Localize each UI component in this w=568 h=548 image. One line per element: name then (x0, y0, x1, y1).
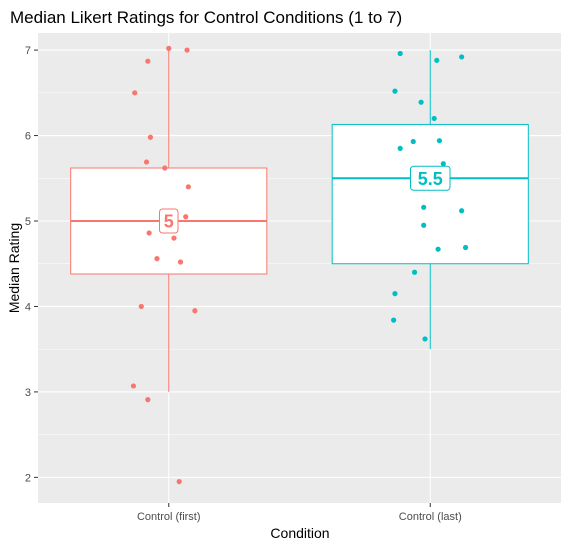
data-point (154, 256, 160, 262)
y-tick-label: 3 (25, 387, 31, 399)
data-point (132, 90, 138, 96)
jitter-points (130, 45, 469, 485)
data-point (162, 165, 168, 171)
data-point (391, 317, 397, 323)
data-point (436, 138, 443, 144)
data-point (192, 308, 198, 314)
data-point (435, 246, 441, 252)
median-label-text: 5.5 (418, 169, 443, 189)
y-tick-label: 2 (25, 472, 31, 484)
x-tick-label: Control (first) (137, 511, 201, 523)
median-label: 5 (159, 208, 179, 234)
y-axis-title: Median Rating (6, 223, 22, 313)
data-point (171, 235, 177, 241)
data-point (421, 222, 427, 228)
data-point (418, 99, 424, 105)
y-tick-label: 5 (25, 216, 31, 228)
data-point (184, 47, 190, 53)
data-point (462, 244, 469, 251)
data-point (147, 134, 154, 140)
data-point (166, 45, 172, 51)
data-point (459, 208, 465, 214)
data-point (434, 57, 440, 63)
data-point (143, 159, 150, 165)
x-tick-label: Control (last) (399, 511, 462, 523)
data-point (145, 397, 151, 403)
median-label-box (410, 165, 451, 191)
data-point (183, 214, 189, 220)
y-tick-label: 6 (25, 131, 31, 143)
axes: 2 3 4 5 6 7 Control (first) Control (last) (25, 45, 462, 523)
chart-title: Median Likert Ratings for Control Condit… (10, 8, 402, 27)
data-point (146, 230, 152, 236)
data-point (130, 383, 137, 389)
data-point (410, 138, 416, 145)
data-point (392, 88, 398, 94)
data-point (422, 336, 428, 342)
y-tick-label: 4 (25, 301, 31, 313)
data-point (397, 145, 403, 151)
data-point (392, 291, 398, 297)
median-label-text: 5 (164, 212, 174, 232)
data-point (145, 58, 151, 64)
median-label-box (159, 208, 179, 234)
y-tick-label: 7 (25, 45, 31, 57)
data-point (440, 161, 446, 167)
data-point (138, 303, 144, 310)
data-point (177, 259, 184, 265)
data-point (411, 269, 418, 275)
median-label: 5.5 (410, 165, 451, 191)
median-labels: 55.5 (159, 165, 451, 234)
x-axis-title: Condition (270, 525, 329, 541)
data-point (185, 184, 191, 190)
data-point (176, 479, 182, 485)
data-point (431, 115, 437, 122)
data-point (397, 50, 403, 57)
data-point (421, 204, 427, 210)
box (331, 123, 529, 265)
data-point (459, 54, 465, 60)
